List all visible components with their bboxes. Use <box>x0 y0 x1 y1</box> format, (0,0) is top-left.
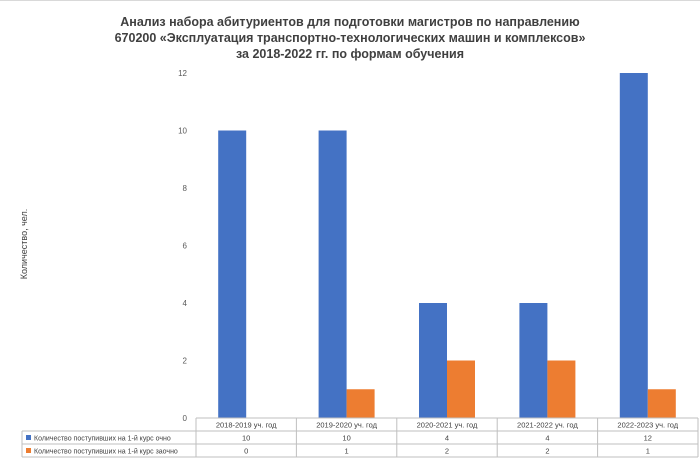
bar-full-time-0 <box>218 131 246 419</box>
x-tick-label: 2019-2020 уч. год <box>316 421 377 430</box>
bar-part-time-4 <box>648 389 676 418</box>
x-tick-label: 2021-2022 уч. год <box>517 421 578 430</box>
legend-label-part-time: Количество поступивших на 1-й курс заочн… <box>34 448 178 456</box>
data-label: 1 <box>646 447 650 456</box>
x-tick-label: 2020-2021 уч. год <box>417 421 478 430</box>
data-label: 0 <box>244 447 248 456</box>
y-tick-label: 2 <box>183 357 188 366</box>
y-tick-label: 6 <box>183 242 188 251</box>
y-tick-label: 10 <box>178 127 187 136</box>
x-tick-label: 2018-2019 уч. год <box>216 421 277 430</box>
y-tick-label: 8 <box>183 184 188 193</box>
data-label: 2 <box>445 447 449 456</box>
y-tick-label: 12 <box>178 69 187 78</box>
bar-full-time-3 <box>519 303 547 418</box>
bar-full-time-2 <box>419 303 447 418</box>
y-tick-label: 4 <box>183 299 188 308</box>
legend-swatch-full-time <box>26 435 31 440</box>
bar-part-time-1 <box>347 389 375 418</box>
legend-label-full-time: Количество поступивших на 1-й курс очно <box>34 435 171 443</box>
data-label: 2 <box>545 447 549 456</box>
data-label: 12 <box>644 434 652 443</box>
bar-full-time-4 <box>620 73 648 418</box>
bar-part-time-2 <box>447 361 475 419</box>
data-label: 1 <box>345 447 349 456</box>
data-label: 4 <box>545 434 549 443</box>
x-tick-label: 2022-2023 уч. год <box>617 421 678 430</box>
data-label: 10 <box>342 434 350 443</box>
bar-full-time-1 <box>319 131 347 419</box>
data-label: 4 <box>445 434 449 443</box>
y-tick-label: 0 <box>183 414 188 423</box>
data-label: 10 <box>242 434 250 443</box>
legend-swatch-part-time <box>26 448 31 453</box>
bar-part-time-3 <box>547 361 575 419</box>
